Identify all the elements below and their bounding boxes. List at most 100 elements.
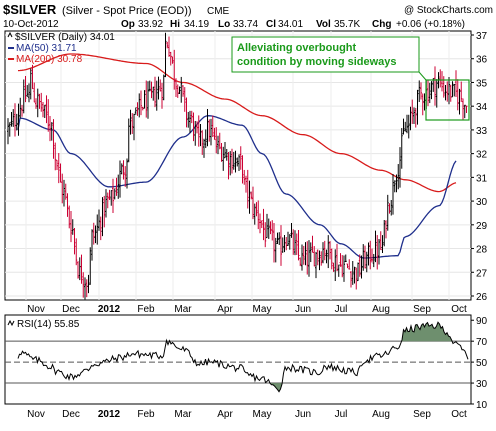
price-bar — [260, 220, 263, 229]
price-y-tick-label: 37 — [476, 31, 488, 42]
price-bar — [204, 129, 207, 149]
price-bar — [336, 243, 338, 272]
price-bar — [399, 147, 401, 188]
price-bar — [210, 118, 212, 146]
ma50-legend-label: MA(50) 31.71 — [16, 43, 77, 54]
price-bar — [428, 82, 431, 104]
price-y-tick-label: 35 — [476, 78, 488, 89]
price-bars — [7, 32, 468, 300]
price-bar — [218, 132, 221, 150]
price-bar — [255, 202, 258, 217]
price-bar — [63, 179, 65, 207]
price-y-tick-label: 34 — [476, 102, 488, 113]
ma200-line — [17, 53, 457, 193]
price-panel: 26 27 28 29 30 31 32 33 34 35 36 37 $SILVER (Daily)… — [4, 30, 488, 303]
price-bar — [227, 151, 230, 180]
rsi-legend-icon — [7, 319, 15, 327]
price-bar — [225, 148, 228, 161]
price-bar — [427, 80, 429, 107]
price-bar — [262, 208, 265, 241]
price-x-tick-label: Nov — [27, 304, 45, 315]
price-bar — [259, 213, 261, 234]
price-bar — [274, 237, 277, 263]
price-bar — [197, 115, 200, 147]
price-bar — [108, 189, 111, 201]
price-bar — [8, 122, 11, 137]
price-bar — [98, 209, 100, 231]
annotation-box — [231, 36, 420, 73]
price-bar — [346, 263, 349, 269]
price-bar — [201, 130, 204, 155]
price-bar — [448, 76, 450, 105]
price-x-tick-label: May — [253, 304, 272, 315]
ma50-layer — [17, 115, 457, 259]
price-bar — [371, 248, 373, 263]
rsi-x-tick-label: Apr — [217, 409, 233, 420]
price-bar — [57, 153, 60, 184]
symbol-title: $SILVER — [3, 2, 57, 17]
rsi-x-tick-label: Feb — [137, 409, 155, 420]
rsi-x-tick-label: 2012 — [98, 409, 121, 420]
price-bar — [161, 82, 163, 109]
rsi-x-tick-label: Mar — [174, 409, 192, 420]
open-label: Op — [121, 19, 135, 30]
price-x-tick-label: Mar — [174, 304, 192, 315]
price-bar — [248, 180, 251, 214]
price-bar — [96, 214, 99, 245]
price-bar — [126, 158, 128, 189]
price-bar — [266, 213, 268, 239]
price-bar — [273, 222, 275, 263]
copyright-label: @ StockCharts.com — [404, 5, 493, 16]
price-bar — [337, 264, 340, 277]
rsi-y-tick-label: 50 — [476, 358, 488, 369]
ma200-legend-label: MA(200) 30.78 — [16, 54, 83, 65]
price-bar — [105, 189, 107, 218]
price-bar — [77, 261, 79, 279]
price-bar — [243, 169, 246, 185]
rsi-y-tick-label: 10 — [476, 400, 488, 411]
price-bar — [12, 109, 15, 127]
rsi-x-tick-label: Sep — [413, 409, 431, 420]
price-y-tick-label: 26 — [476, 292, 488, 303]
price-bar — [257, 200, 260, 230]
price-bar — [379, 231, 382, 251]
price-bar — [318, 250, 321, 271]
rsi-x-tick-label: Jul — [335, 409, 348, 420]
price-bar — [374, 230, 377, 263]
price-bar — [206, 109, 209, 147]
price-bar — [323, 240, 326, 261]
rsi-gridlines — [5, 340, 471, 384]
price-x-tick-label: Jun — [295, 304, 311, 315]
price-bar — [276, 232, 279, 244]
price-bar — [7, 118, 9, 145]
price-bar — [87, 274, 90, 294]
price-bar — [294, 230, 296, 256]
price-bar — [406, 114, 408, 134]
price-bar — [99, 216, 102, 241]
price-bar — [110, 190, 113, 206]
price-bar — [49, 116, 51, 142]
price-bar — [140, 90, 142, 116]
price-bar — [299, 257, 302, 267]
price-bar — [348, 259, 351, 270]
price-bar — [176, 84, 179, 98]
price-bar — [451, 81, 454, 98]
price-bar — [232, 151, 235, 170]
price-bar — [215, 127, 218, 154]
price-y-tick-label: 29 — [476, 221, 488, 232]
price-bar — [120, 163, 123, 175]
price-bar — [187, 111, 190, 128]
price-bar — [463, 104, 466, 119]
ma50-line — [17, 115, 457, 259]
price-bar — [421, 93, 424, 116]
price-bar — [229, 151, 232, 176]
price-bar — [350, 271, 352, 288]
price-bar — [66, 193, 69, 217]
price-y-tick-label: 36 — [476, 55, 488, 66]
price-bar — [112, 178, 114, 214]
price-bar — [281, 237, 284, 253]
price-bar — [211, 115, 214, 138]
price-bar — [355, 267, 358, 290]
price-bar — [385, 220, 387, 239]
price-bar — [458, 88, 461, 115]
